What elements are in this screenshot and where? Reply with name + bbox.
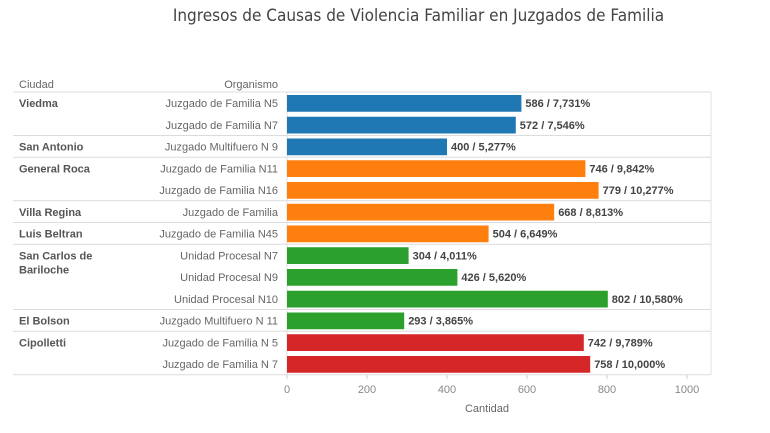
chart-rows: Viedma Juzgado de Familia N5 586 / 7,731% J… xyxy=(19,95,683,373)
organism-label: Juzgado Multifuero N 9 xyxy=(165,142,278,154)
bar xyxy=(287,95,522,112)
data-label: 572 / 7,546% xyxy=(520,120,585,132)
plot-frame xyxy=(13,91,712,376)
organism-label: Juzgado de Familia N 5 xyxy=(162,337,278,349)
tick-label: 600 xyxy=(518,384,536,396)
bar xyxy=(287,138,447,156)
city-label: General Roca xyxy=(19,163,91,175)
bar xyxy=(287,269,458,286)
organism-label: Unidad Procesal N10 xyxy=(174,294,278,306)
organism-label: Juzgado de Familia N11 xyxy=(160,163,278,175)
data-label: 746 / 9,842% xyxy=(589,163,654,175)
data-label: 742 / 9,789% xyxy=(588,337,653,349)
bar xyxy=(287,225,489,243)
x-axis-label: Cantidad xyxy=(465,403,509,415)
data-label: 504 / 6,649% xyxy=(493,229,558,241)
x-axis: 0 200 400 600 800 1000 xyxy=(284,374,699,396)
bar xyxy=(287,160,586,177)
data-label: 426 / 5,620% xyxy=(461,272,526,284)
bar xyxy=(287,356,591,373)
data-label: 668 / 8,813% xyxy=(558,207,623,219)
data-label: 802 / 10,580% xyxy=(612,294,683,306)
city-label: San Antonio xyxy=(19,142,84,154)
tick-label: 0 xyxy=(284,384,290,396)
bar xyxy=(287,182,599,199)
data-label: 758 / 10,000% xyxy=(594,359,665,371)
organism-label: Unidad Procesal N9 xyxy=(180,272,278,284)
city-label: Luis Beltran xyxy=(19,229,83,241)
organism-label: Juzgado de Familia xyxy=(183,207,279,219)
city-label: Viedma xyxy=(19,98,59,110)
organism-label: Juzgado de Familia N 7 xyxy=(162,359,278,371)
organism-label: Juzgado de Familia N16 xyxy=(159,185,278,197)
city-label: San Carlos de xyxy=(19,250,92,262)
bar xyxy=(287,312,405,330)
city-label: Villa Regina xyxy=(19,207,82,219)
column-header-organism: Organismo xyxy=(224,79,278,91)
organism-label: Juzgado Multifuero N 11 xyxy=(160,316,278,328)
organism-label: Unidad Procesal N7 xyxy=(180,250,278,262)
tick-label: 200 xyxy=(358,384,376,396)
bar xyxy=(287,116,516,134)
tick-label: 1000 xyxy=(675,384,699,396)
bar xyxy=(287,247,409,264)
chart-title: Ingresos de Causas de Violencia Familiar… xyxy=(172,6,665,26)
organism-label: Juzgado de Familia N45 xyxy=(159,229,278,241)
data-label: 586 / 7,731% xyxy=(525,98,590,110)
column-header-city: Ciudad xyxy=(19,79,54,91)
bar xyxy=(287,203,555,221)
data-label: 779 / 10,277% xyxy=(603,185,674,197)
city-label: Cipolletti xyxy=(19,337,66,349)
organism-label: Juzgado de Familia N5 xyxy=(165,98,278,110)
city-label: Bariloche xyxy=(19,264,69,276)
tick-label: 800 xyxy=(598,384,616,396)
bar xyxy=(287,334,584,351)
data-label: 293 / 3,865% xyxy=(408,316,473,328)
bar xyxy=(287,290,608,308)
data-label: 400 / 5,277% xyxy=(451,142,516,154)
organism-label: Juzgado de Familia N7 xyxy=(165,120,278,132)
tick-label: 400 xyxy=(438,384,456,396)
data-label: 304 / 4,011% xyxy=(413,250,477,262)
city-label: El Bolson xyxy=(19,316,70,328)
